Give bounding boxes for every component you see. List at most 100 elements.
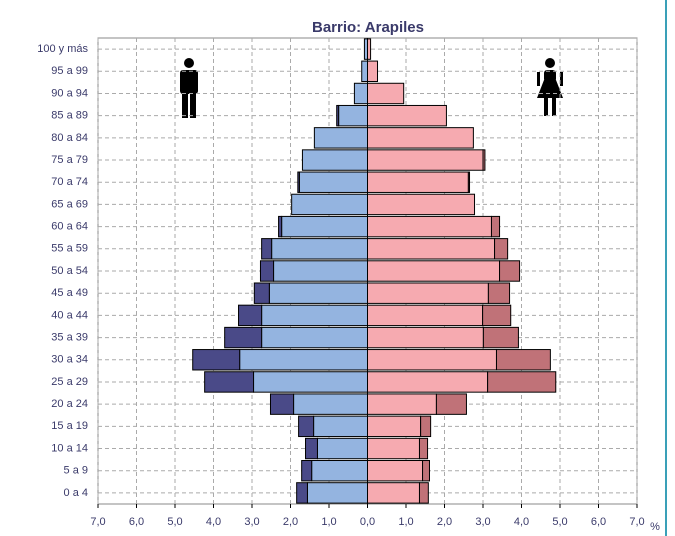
bar bbox=[305, 437, 318, 460]
bar bbox=[367, 171, 469, 193]
bar bbox=[367, 104, 447, 127]
bar bbox=[467, 171, 471, 193]
bar bbox=[269, 393, 295, 415]
bar bbox=[316, 437, 369, 460]
bar bbox=[268, 282, 369, 304]
bar bbox=[296, 482, 308, 504]
bar bbox=[367, 393, 437, 415]
bar bbox=[204, 371, 255, 393]
x-tick-label: 6,0 bbox=[591, 516, 606, 528]
x-tick-label: 4,0 bbox=[206, 516, 221, 528]
bar bbox=[313, 415, 369, 438]
bar bbox=[311, 460, 368, 482]
bar bbox=[367, 482, 420, 504]
bar bbox=[361, 60, 369, 82]
x-tick-label: 1,0 bbox=[321, 516, 336, 528]
bar bbox=[298, 171, 369, 193]
bar bbox=[418, 437, 429, 460]
y-tick-label: 0 a 4 bbox=[64, 487, 88, 499]
bar bbox=[367, 260, 501, 282]
bar bbox=[301, 460, 313, 482]
bar bbox=[224, 326, 263, 349]
y-tick-label: 55 a 59 bbox=[51, 243, 88, 255]
x-tick-label: 5,0 bbox=[552, 516, 567, 528]
bar bbox=[367, 326, 484, 349]
bar bbox=[422, 460, 430, 482]
bar bbox=[435, 393, 467, 415]
bar bbox=[367, 371, 489, 393]
bar bbox=[278, 215, 283, 238]
y-tick-label: 60 a 64 bbox=[51, 221, 88, 233]
x-tick-label: 7,0 bbox=[90, 516, 105, 528]
y-tick-label: 45 a 49 bbox=[51, 287, 88, 299]
y-tick-label: 25 a 29 bbox=[51, 376, 88, 388]
bar bbox=[487, 371, 557, 393]
bar bbox=[253, 282, 270, 304]
bar bbox=[306, 482, 369, 504]
x-tick-label: 4,0 bbox=[514, 516, 529, 528]
x-tick-label: 2,0 bbox=[283, 516, 298, 528]
bar bbox=[499, 260, 521, 282]
y-tick-label: 80 a 84 bbox=[51, 132, 88, 144]
bar bbox=[367, 460, 424, 482]
x-tick-label: 5,0 bbox=[167, 516, 182, 528]
bar bbox=[367, 437, 420, 460]
y-tick-label: 90 a 94 bbox=[51, 87, 88, 99]
bar bbox=[301, 149, 368, 171]
y-tick-label: 50 a 54 bbox=[51, 265, 88, 277]
x-tick-label: 1,0 bbox=[398, 516, 413, 528]
y-tick-label: 30 a 34 bbox=[51, 354, 88, 366]
bar bbox=[420, 415, 432, 438]
x-tick-label: 3,0 bbox=[244, 516, 259, 528]
y-tick-label: 85 a 89 bbox=[51, 110, 88, 122]
x-tick-label: 3,0 bbox=[475, 516, 490, 528]
bar bbox=[367, 282, 489, 304]
y-tick-label: 100 y más bbox=[37, 43, 88, 55]
y-tick-label: 40 a 44 bbox=[51, 309, 88, 321]
bar bbox=[367, 215, 492, 238]
bar bbox=[271, 238, 369, 260]
bar bbox=[367, 193, 476, 216]
bar bbox=[261, 326, 368, 349]
x-tick-label: 2,0 bbox=[437, 516, 452, 528]
chart-title: Barrio: Arapiles bbox=[312, 19, 424, 36]
y-tick-label: 75 a 79 bbox=[51, 154, 88, 166]
bar bbox=[490, 215, 501, 238]
x-axis-label: % bbox=[650, 521, 660, 533]
bar bbox=[367, 349, 497, 371]
y-tick-label: 15 a 19 bbox=[51, 420, 88, 432]
bar bbox=[367, 304, 484, 327]
bar bbox=[259, 260, 275, 282]
bar bbox=[482, 304, 512, 327]
y-tick-label: 20 a 24 bbox=[51, 398, 88, 410]
bar bbox=[367, 82, 405, 105]
bar bbox=[291, 193, 368, 216]
bar bbox=[261, 304, 368, 327]
x-tick-label: 7,0 bbox=[629, 516, 644, 528]
bar bbox=[487, 282, 511, 304]
x-tick-label: 0,0 bbox=[360, 516, 375, 528]
bar bbox=[192, 349, 241, 371]
bar bbox=[494, 238, 509, 260]
y-tick-label: 5 a 9 bbox=[64, 465, 88, 477]
bar bbox=[313, 127, 368, 149]
bar bbox=[367, 127, 474, 149]
bar bbox=[367, 60, 379, 82]
bar bbox=[495, 349, 551, 371]
bar bbox=[482, 149, 486, 171]
bar bbox=[281, 215, 368, 238]
y-tick-label: 70 a 74 bbox=[51, 176, 88, 188]
bar bbox=[273, 260, 368, 282]
bar bbox=[353, 82, 369, 105]
bar bbox=[482, 326, 519, 349]
bar bbox=[238, 304, 263, 327]
bar bbox=[418, 482, 429, 504]
male-icon bbox=[180, 58, 198, 118]
bar bbox=[367, 149, 484, 171]
bar bbox=[261, 238, 273, 260]
bar bbox=[239, 349, 368, 371]
bar bbox=[367, 415, 422, 438]
x-tick-label: 6,0 bbox=[129, 516, 144, 528]
bar bbox=[298, 415, 315, 438]
y-tick-label: 10 a 14 bbox=[51, 442, 88, 454]
